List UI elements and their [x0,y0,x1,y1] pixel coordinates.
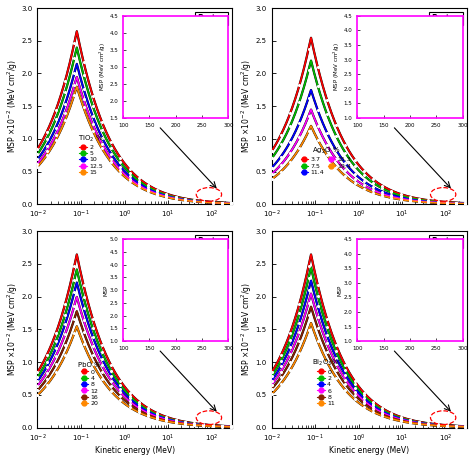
X-axis label: Kinetic energy (MeV): Kinetic energy (MeV) [329,446,409,455]
Legend: 0, 2, 4, 6, 8, 11: 0, 2, 4, 6, 8, 11 [310,355,342,409]
Text: Proton: Proton [431,237,461,246]
Y-axis label: MSP $\times$10$^{-2}$ (MeV cm$^2$/g): MSP $\times$10$^{-2}$ (MeV cm$^2$/g) [6,59,20,153]
X-axis label: Kinetic energy (MeV): Kinetic energy (MeV) [95,446,175,455]
Legend: 0, 4, 8, 12, 16, 20: 0, 4, 8, 12, 16, 20 [76,360,103,409]
Y-axis label: MSP $\times$10$^{-2}$ (MeV cm$^2$/g): MSP $\times$10$^{-2}$ (MeV cm$^2$/g) [240,59,254,153]
Legend: 2, 5, 10, 12.5, 15: 2, 5, 10, 12.5, 15 [76,131,106,177]
Y-axis label: MSP $\times$10$^{-2}$ (MeV cm$^2$/g): MSP $\times$10$^{-2}$ (MeV cm$^2$/g) [6,282,20,377]
Text: Proton: Proton [431,14,461,23]
Text: Proton: Proton [197,14,227,23]
Legend: 3.7, 7.5, 11.4, 15.3, 19.4: 3.7, 7.5, 11.4, 15.3, 19.4 [298,143,354,177]
Y-axis label: MSP $\times$10$^{-2}$ (MeV cm$^2$/g): MSP $\times$10$^{-2}$ (MeV cm$^2$/g) [240,282,254,377]
Text: Proton: Proton [197,237,227,246]
